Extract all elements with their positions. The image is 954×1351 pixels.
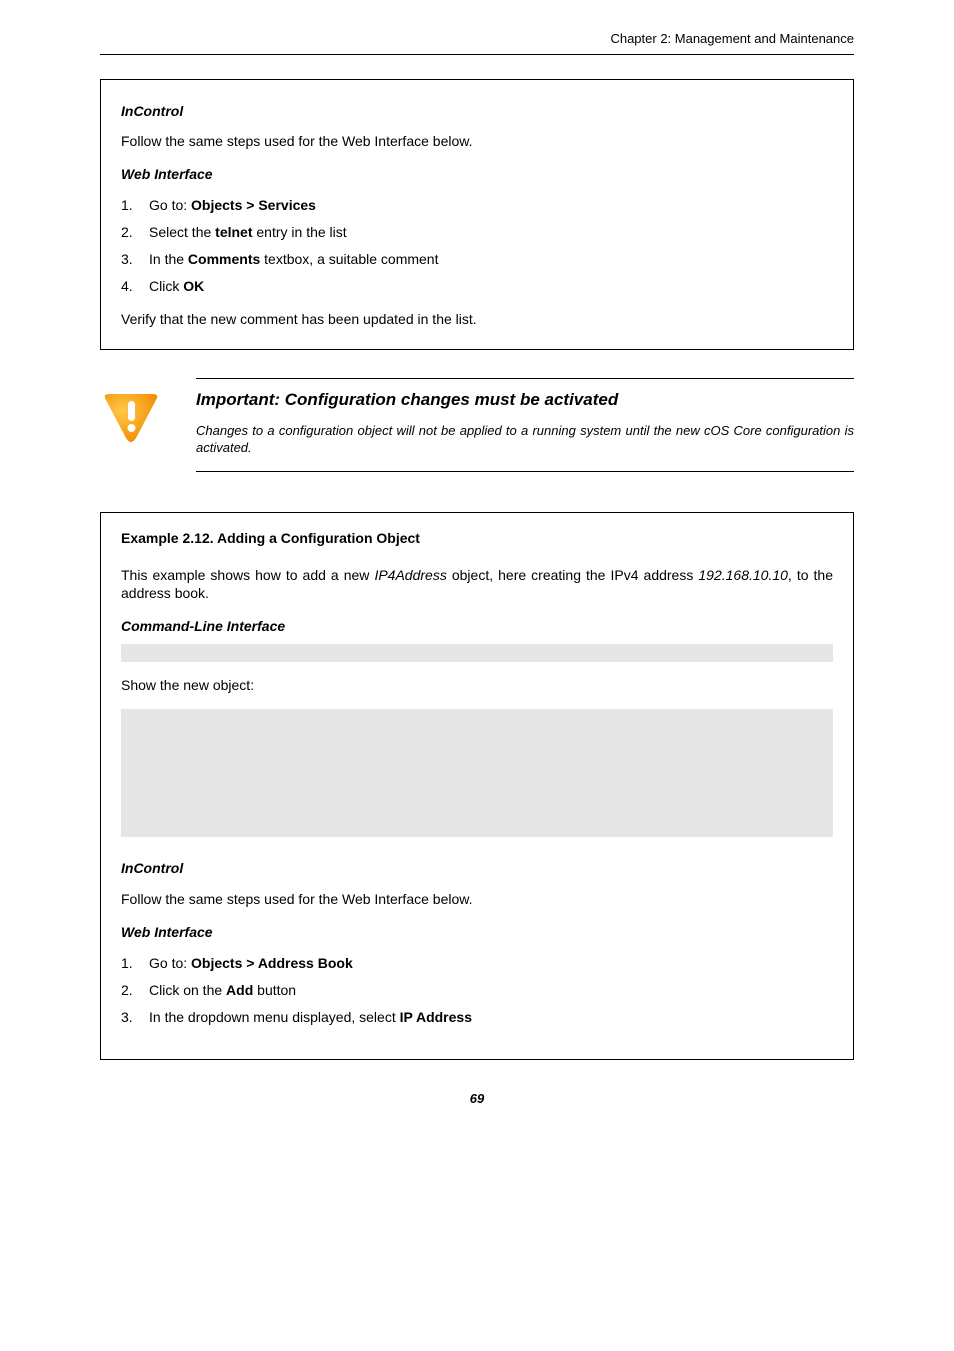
step-bold: Objects > Address Book xyxy=(191,955,353,971)
web-steps-list: 1.Go to: Objects > Services2.Select the … xyxy=(121,196,833,296)
step-bold: telnet xyxy=(215,224,252,240)
step-item: 3.In the Comments textbox, a suitable co… xyxy=(149,250,833,269)
step-pre: In the dropdown menu displayed, select xyxy=(149,1009,400,1025)
code-block-add xyxy=(121,644,833,662)
step-number: 2. xyxy=(121,981,143,1000)
intro-pre: This example shows how to add a new xyxy=(121,567,374,583)
step-pre: Select the xyxy=(149,224,215,240)
step-pre: Click on the xyxy=(149,982,226,998)
important-body: Important: Configuration changes must be… xyxy=(196,378,854,472)
step-item: 1.Go to: Objects > Address Book xyxy=(149,954,833,973)
page-header: Chapter 2: Management and Maintenance xyxy=(100,30,854,55)
step-pre: Click xyxy=(149,278,183,294)
example-intro: This example shows how to add a new IP4A… xyxy=(121,566,833,604)
step-number: 1. xyxy=(121,196,143,215)
show-object-label: Show the new object: xyxy=(121,676,833,695)
incontrol-heading-2: InControl xyxy=(121,859,833,878)
warning-icon xyxy=(100,378,196,472)
incontrol-text: Follow the same steps used for the Web I… xyxy=(121,132,833,151)
code-block-show xyxy=(121,709,833,837)
step-item: 2.Select the telnet entry in the list xyxy=(149,223,833,242)
step-pre: Go to: xyxy=(149,955,191,971)
incontrol-heading: InControl xyxy=(121,102,833,121)
chapter-label: Chapter 2: Management and Maintenance xyxy=(610,31,854,46)
important-text: Changes to a configuration object will n… xyxy=(196,422,854,457)
step-number: 2. xyxy=(121,223,143,242)
web-steps-list-2: 1.Go to: Objects > Address Book2.Click o… xyxy=(121,954,833,1027)
step-number: 4. xyxy=(121,277,143,296)
step-post: button xyxy=(253,982,296,998)
step-number: 1. xyxy=(121,954,143,973)
cli-heading: Command-Line Interface xyxy=(121,617,833,636)
step-number: 3. xyxy=(121,250,143,269)
step-bold: IP Address xyxy=(400,1009,472,1025)
step-item: 4.Click OK xyxy=(149,277,833,296)
step-pre: In the xyxy=(149,251,188,267)
step-bold: Objects > Services xyxy=(191,197,316,213)
step-post: entry in the list xyxy=(253,224,347,240)
step-item: 2.Click on the Add button xyxy=(149,981,833,1000)
step-post: textbox, a suitable comment xyxy=(260,251,438,267)
important-callout: Important: Configuration changes must be… xyxy=(100,378,854,472)
verify-text: Verify that the new comment has been upd… xyxy=(121,310,833,329)
example-box-edit: InControl Follow the same steps used for… xyxy=(100,79,854,350)
intro-mid: object, here creating the IPv4 address xyxy=(447,567,699,583)
step-number: 3. xyxy=(121,1008,143,1027)
intro-term: IP4Address xyxy=(374,567,446,583)
web-interface-heading: Web Interface xyxy=(121,165,833,184)
intro-ip: 192.168.10.10 xyxy=(698,567,788,583)
example-title: Example 2.12. Adding a Configuration Obj… xyxy=(121,529,833,548)
step-bold: Comments xyxy=(188,251,260,267)
example-box-add: Example 2.12. Adding a Configuration Obj… xyxy=(100,512,854,1060)
page-number: 69 xyxy=(100,1090,854,1108)
step-item: 1.Go to: Objects > Services xyxy=(149,196,833,215)
web-interface-heading-2: Web Interface xyxy=(121,923,833,942)
step-pre: Go to: xyxy=(149,197,191,213)
important-title: Important: Configuration changes must be… xyxy=(196,389,854,412)
step-bold: Add xyxy=(226,982,253,998)
step-bold: OK xyxy=(183,278,204,294)
step-item: 3.In the dropdown menu displayed, select… xyxy=(149,1008,833,1027)
incontrol-text-2: Follow the same steps used for the Web I… xyxy=(121,890,833,909)
